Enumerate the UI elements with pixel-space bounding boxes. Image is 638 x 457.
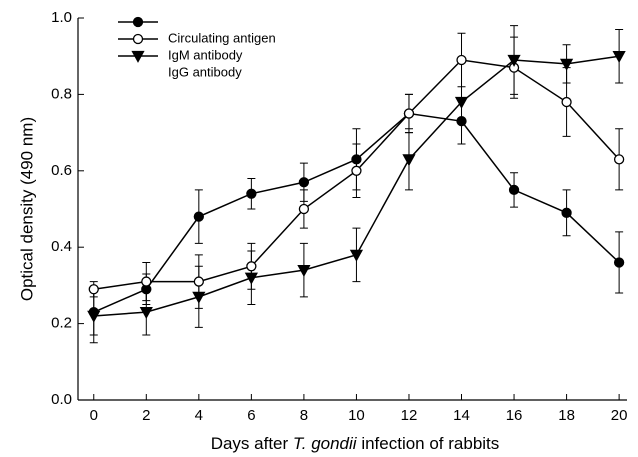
data-point xyxy=(559,58,574,71)
legend-label: IgM antibody xyxy=(168,47,243,62)
x-tick-label: 2 xyxy=(142,407,150,424)
legend-label: Circulating antigen xyxy=(168,30,276,45)
data-point xyxy=(507,54,521,67)
legend-marker xyxy=(132,16,144,28)
y-tick-label: 0.8 xyxy=(51,85,72,102)
data-point xyxy=(298,203,310,215)
data-point xyxy=(561,207,572,218)
x-tick-label: 6 xyxy=(247,407,255,424)
y-tick-label: 1.0 xyxy=(51,9,72,26)
data-point xyxy=(454,96,469,109)
data-point xyxy=(244,272,258,285)
data-point xyxy=(192,291,206,304)
data-point xyxy=(456,54,467,66)
data-point xyxy=(88,284,99,295)
data-point xyxy=(613,257,625,268)
data-point xyxy=(612,51,626,64)
x-tick-label: 12 xyxy=(401,407,418,424)
data-point xyxy=(508,184,520,196)
data-point xyxy=(297,264,311,277)
legend-label: IgG antibody xyxy=(168,64,242,79)
legend-marker xyxy=(132,33,144,45)
data-point xyxy=(351,165,362,176)
data-point xyxy=(139,306,153,319)
x-tick-label: 10 xyxy=(348,407,365,424)
y-tick-label: 0.0 xyxy=(51,391,72,408)
x-tick-label: 20 xyxy=(611,407,628,424)
x-tick-label: 14 xyxy=(453,407,470,424)
x-tick-label: 18 xyxy=(558,407,575,424)
legend-marker xyxy=(131,50,145,63)
y-tick-label: 0.6 xyxy=(51,162,72,179)
data-point xyxy=(349,249,364,262)
data-point xyxy=(141,276,152,287)
data-point xyxy=(246,188,257,199)
data-point xyxy=(351,154,362,165)
y-axis-label: Optical density (490 nm) xyxy=(17,117,36,301)
x-tick-label: 4 xyxy=(195,407,203,424)
y-tick-label: 0.4 xyxy=(51,238,72,255)
data-point xyxy=(613,154,625,165)
data-point xyxy=(561,96,572,108)
data-point xyxy=(456,115,467,127)
data-point xyxy=(402,154,416,167)
x-tick-label: 16 xyxy=(506,407,523,424)
x-tick-label: 8 xyxy=(300,407,308,424)
x-tick-label: 0 xyxy=(90,407,98,424)
data-point xyxy=(87,310,101,323)
data-point xyxy=(246,261,257,272)
data-point xyxy=(193,211,204,222)
data-point xyxy=(298,177,310,188)
data-point xyxy=(403,108,415,119)
data-point xyxy=(193,276,204,287)
x-axis-label: Days after T. gondii infection of rabbit… xyxy=(211,434,500,453)
y-tick-label: 0.2 xyxy=(51,315,72,332)
